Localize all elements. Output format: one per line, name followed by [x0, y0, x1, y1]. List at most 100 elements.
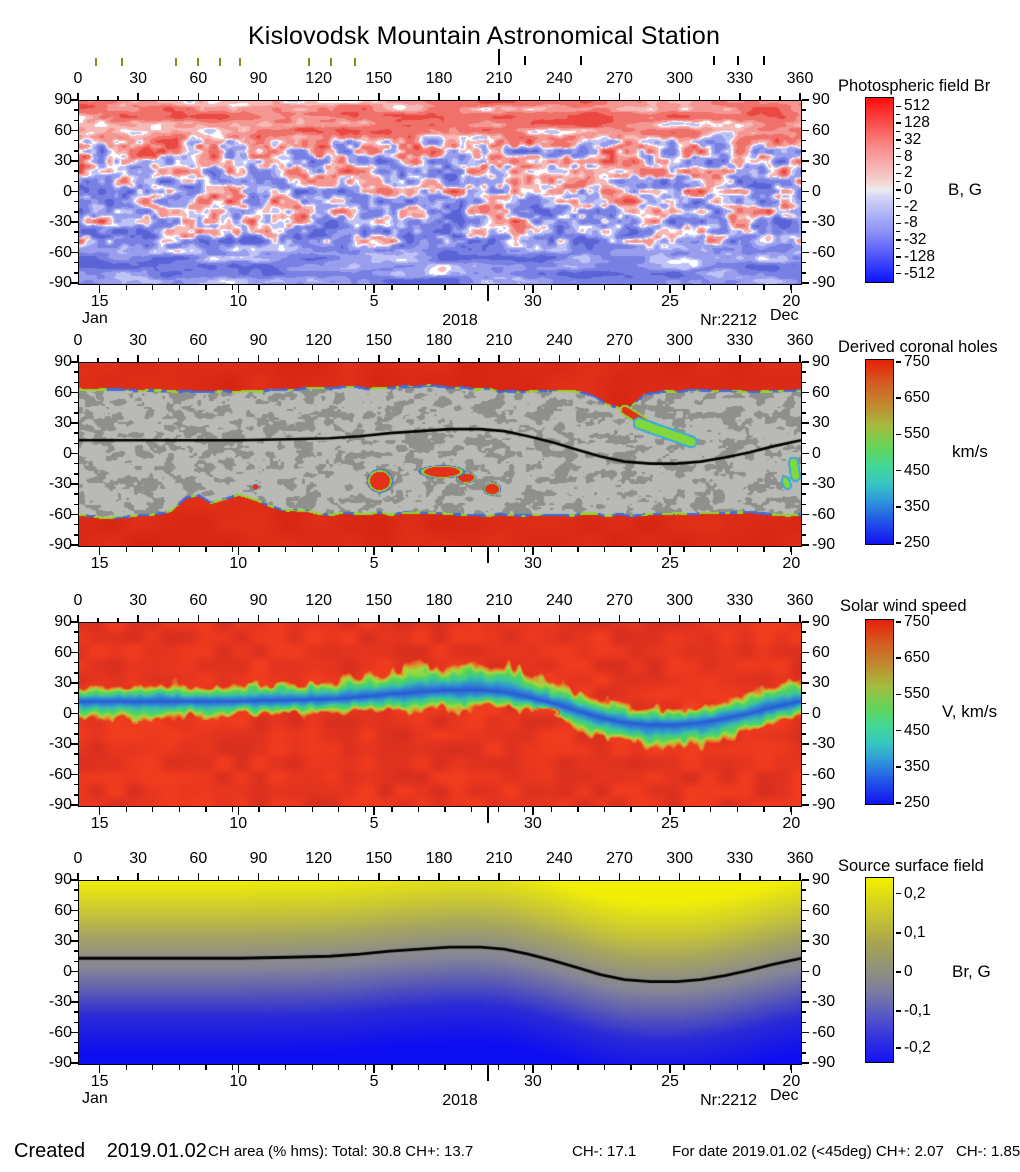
- lon-axis-tick: [518, 618, 520, 622]
- lon-axis-tick: [77, 93, 79, 100]
- lat-axis-tick: [801, 513, 809, 516]
- lon-axis-tick: [458, 96, 460, 100]
- lon-axis-tick: [418, 618, 420, 622]
- lon-axis-tick: [719, 618, 721, 622]
- colorbar-tick-label: 32: [904, 130, 922, 148]
- lat-axis-tick: [74, 783, 78, 786]
- lat-axis-tick: [801, 621, 809, 623]
- day-axis-tick: [683, 1065, 685, 1070]
- lat-axis-tick: [71, 361, 78, 363]
- lat-axis-tick: [801, 1052, 806, 1054]
- lon-axis-tick: [759, 618, 761, 622]
- lon-axis-label: 90: [249, 850, 268, 867]
- footer-created-date: 2019.01.02: [106, 1140, 207, 1162]
- lon-axis-label: 240: [545, 592, 573, 609]
- lat-axis-tick: [801, 980, 806, 983]
- day-axis-tick: [125, 285, 127, 290]
- lat-axis-tick: [74, 231, 78, 233]
- lat-axis-tick: [74, 692, 78, 694]
- lon-axis-label: 90: [249, 70, 268, 87]
- lon-axis-label: 30: [129, 592, 148, 609]
- colorbar-tick-label: 450: [904, 721, 930, 739]
- lat-axis-tick: [71, 99, 78, 101]
- lon-axis-tick: [478, 96, 480, 100]
- lat-axis-label-right: 60: [812, 901, 830, 919]
- day-axis-tick: [125, 807, 127, 812]
- lon-axis-label: 300: [666, 70, 694, 87]
- lat-axis-tick: [801, 493, 806, 495]
- lat-axis-tick: [71, 190, 78, 193]
- day-axis-tick-major: [237, 807, 239, 815]
- lon-axis-tick: [237, 876, 240, 880]
- lat-axis-tick: [801, 422, 809, 424]
- colorbar-minor-tick: [896, 164, 900, 166]
- lat-axis-label-left: 30: [54, 674, 72, 691]
- month-boundary-tick: [487, 547, 489, 563]
- lat-axis-label-right: -60: [812, 765, 836, 783]
- lat-axis-tick: [74, 794, 78, 796]
- lon-axis-tick: [658, 96, 661, 100]
- lat-axis-label-right: -60: [812, 243, 836, 261]
- lat-axis-tick: [801, 381, 806, 384]
- day-axis-tick-major: [669, 547, 671, 555]
- day-axis-tick-major: [790, 807, 793, 815]
- lat-axis-label-right: 0: [812, 182, 821, 200]
- day-axis-label: 30: [523, 293, 542, 310]
- lon-axis-tick: [277, 618, 280, 622]
- lat-axis-tick: [801, 930, 806, 932]
- lon-axis-tick: [739, 615, 741, 622]
- day-axis-label: 5: [369, 1073, 379, 1090]
- colorbar-tick: [896, 766, 901, 768]
- colorbar-tick: [896, 361, 901, 363]
- lon-axis-tick: [177, 96, 179, 100]
- day-axis-tick: [497, 807, 499, 812]
- day-axis-tick: [736, 547, 739, 552]
- day-axis-tick: [417, 547, 420, 552]
- lat-axis-label-left: 90: [54, 613, 72, 630]
- lon-axis-tick: [197, 615, 200, 622]
- lat-axis-tick: [74, 523, 78, 526]
- lon-axis-tick: [398, 96, 400, 100]
- lat-axis-tick: [71, 513, 78, 516]
- lon-axis-label: 330: [726, 332, 754, 349]
- lon-axis-tick: [779, 358, 781, 362]
- marker-tick-olive: [95, 58, 98, 66]
- lat-axis-tick: [71, 1062, 78, 1064]
- day-axis-tick-major: [790, 1065, 793, 1073]
- lat-axis-tick: [801, 401, 806, 404]
- colorbar-tick-label: 250: [904, 534, 930, 552]
- lat-axis-label-left: -30: [48, 213, 72, 230]
- lat-axis-tick: [801, 712, 809, 715]
- lat-axis-tick: [801, 473, 806, 475]
- lon-axis-label: 60: [189, 850, 208, 867]
- day-axis-tick: [338, 547, 340, 552]
- day-axis-tick: [470, 285, 473, 290]
- lat-axis-label-right: 60: [812, 121, 830, 139]
- lat-axis-label-left: -60: [48, 243, 72, 261]
- lon-axis-tick: [277, 96, 280, 100]
- colorbar-minor-tick: [896, 130, 900, 132]
- lon-axis-tick: [438, 873, 440, 880]
- day-axis-label: 10: [229, 1073, 248, 1090]
- day-axis-tick: [550, 1065, 553, 1070]
- heatmap-canvas-solar-wind-speed: [79, 623, 801, 806]
- day-axis-tick: [258, 285, 260, 290]
- lat-axis-tick: [801, 773, 809, 776]
- day-axis-label: 10: [229, 293, 248, 310]
- day-axis-label: 15: [90, 555, 109, 572]
- lat-axis-tick: [801, 702, 806, 705]
- lat-axis-tick: [74, 980, 78, 983]
- day-axis-tick-major: [532, 807, 534, 815]
- lat-axis-tick: [74, 261, 78, 264]
- day-axis-label: 10: [229, 815, 248, 832]
- lon-axis-tick: [699, 876, 701, 880]
- marker-tick-olive: [353, 58, 356, 66]
- colorbar-minor-tick: [896, 214, 900, 216]
- lat-axis-tick: [801, 211, 806, 213]
- lat-axis-label-right: 30: [812, 152, 830, 169]
- day-axis-tick: [497, 1065, 499, 1070]
- lat-axis-tick: [801, 160, 809, 162]
- month-boundary-tick: [487, 1065, 489, 1081]
- lat-axis-label-left: 60: [54, 121, 72, 139]
